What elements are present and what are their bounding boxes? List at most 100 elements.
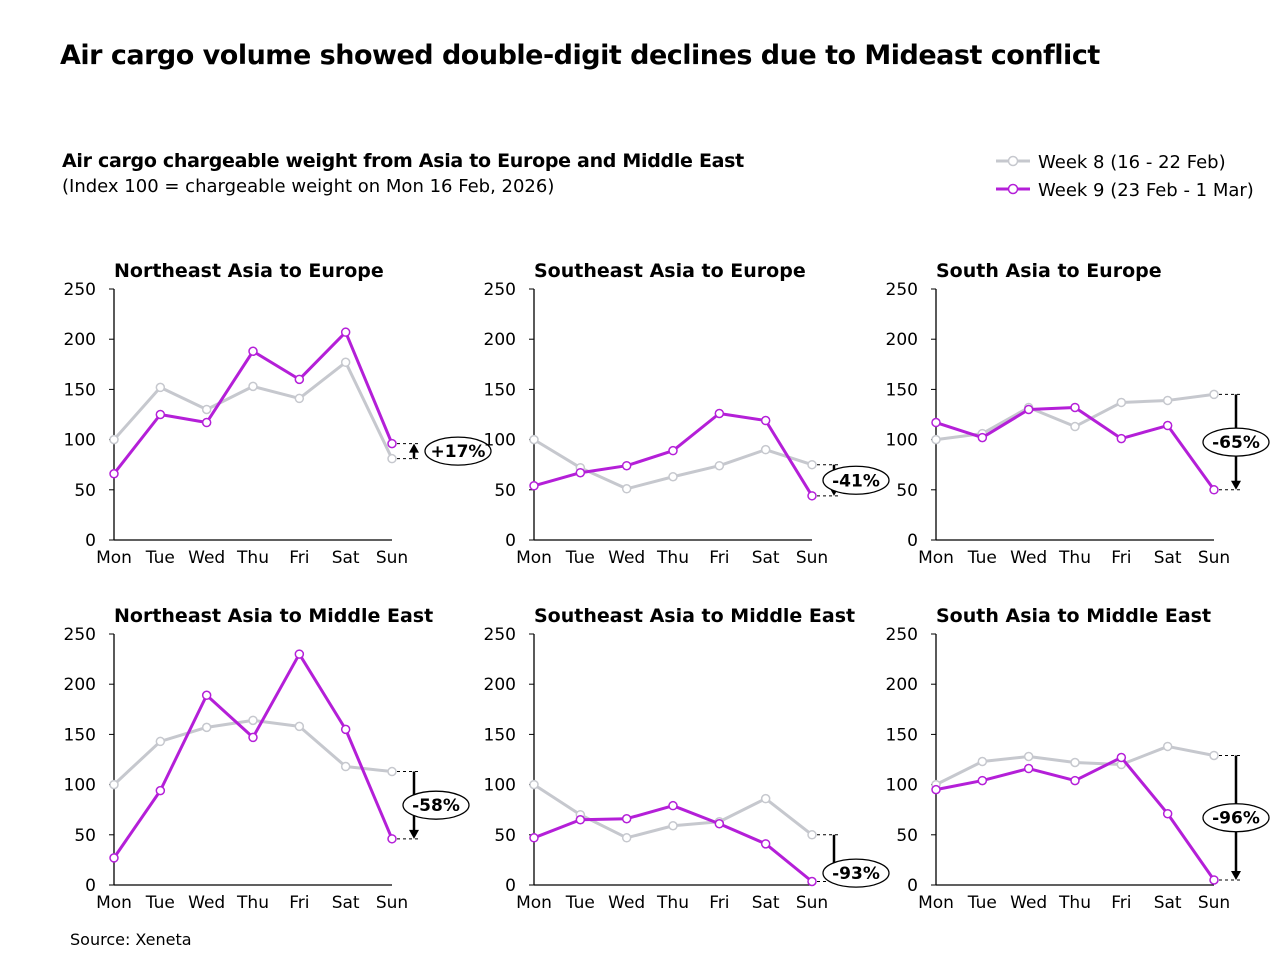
x-tick-label: Sat xyxy=(752,893,780,913)
data-point xyxy=(1162,395,1173,406)
data-point xyxy=(1209,485,1219,495)
data-point xyxy=(760,415,771,426)
x-tick-label: Wed xyxy=(1010,893,1047,913)
x-tick-label: Tue xyxy=(145,893,175,913)
annotation-arrow-head xyxy=(1231,480,1241,490)
x-tick-label: Tue xyxy=(967,548,997,568)
x-tick-label: Sun xyxy=(376,893,408,913)
x-tick-label: Thu xyxy=(656,548,689,568)
x-tick-label: Sun xyxy=(1198,548,1230,568)
data-point xyxy=(340,327,351,337)
x-tick-label: Mon xyxy=(516,893,552,913)
x-tick-label: Thu xyxy=(236,893,269,913)
data-point xyxy=(977,432,988,443)
data-point xyxy=(294,649,305,659)
data-point xyxy=(248,715,258,726)
data-point xyxy=(109,779,119,790)
x-tick-label: Wed xyxy=(1010,548,1047,568)
y-tick-label: 0 xyxy=(907,876,918,896)
x-tick-label: Sat xyxy=(752,548,780,568)
panel: South Asia to Middle East 0 50 100 150 200 250… xyxy=(886,605,1270,913)
y-tick-label: 0 xyxy=(85,531,96,551)
panel-title: South Asia to Europe xyxy=(936,260,1162,282)
x-tick-label: Mon xyxy=(516,548,552,568)
data-point xyxy=(340,357,351,368)
x-tick-label: Thu xyxy=(1058,548,1091,568)
data-point xyxy=(807,876,817,887)
data-point xyxy=(529,434,539,445)
data-point xyxy=(340,724,351,735)
data-point xyxy=(109,434,119,445)
y-tick-label: 200 xyxy=(64,675,96,695)
data-point xyxy=(621,833,632,843)
data-point xyxy=(977,775,988,786)
annotation-label: -96% xyxy=(1212,809,1260,829)
panel: Northeast Asia to Middle East 0 50 100 150 20… xyxy=(64,605,470,913)
annotation-bubble xyxy=(822,858,890,888)
x-tick-label: Tue xyxy=(145,548,175,568)
data-point xyxy=(294,721,305,732)
x-tick-label: Thu xyxy=(1058,893,1091,913)
data-point xyxy=(529,481,539,491)
x-tick-label: Sat xyxy=(1154,893,1182,913)
x-tick-label: Fri xyxy=(289,548,309,568)
panel-title: Southeast Asia to Europe xyxy=(534,260,806,282)
y-tick-label: 150 xyxy=(64,380,96,400)
data-point xyxy=(387,834,397,844)
data-point xyxy=(529,779,539,790)
x-tick-label: Thu xyxy=(236,548,269,568)
panel-title: South Asia to Middle East xyxy=(936,605,1211,627)
annotation-label: +17% xyxy=(431,442,486,462)
panel: Southeast Asia to Middle East 0 50 100 150 20… xyxy=(484,605,890,913)
data-point xyxy=(201,690,212,700)
panel-title: Northeast Asia to Europe xyxy=(114,260,384,282)
data-point xyxy=(387,453,397,464)
data-point xyxy=(1023,404,1034,415)
x-tick-label: Fri xyxy=(709,548,729,568)
legend-marker xyxy=(1007,155,1019,167)
y-tick-label: 200 xyxy=(484,330,516,350)
data-point xyxy=(155,409,166,420)
y-tick-label: 200 xyxy=(484,675,516,695)
data-point xyxy=(109,468,119,479)
x-tick-label: Fri xyxy=(1111,548,1131,568)
y-tick-label: 150 xyxy=(886,380,918,400)
data-point xyxy=(714,819,725,829)
data-point xyxy=(109,853,119,863)
x-tick-label: Sun xyxy=(1198,893,1230,913)
series-line-week9 xyxy=(935,405,1216,491)
y-tick-label: 100 xyxy=(484,776,516,796)
legend-item: Week 9 (23 Feb - 1 Mar) xyxy=(996,180,1254,201)
data-point xyxy=(621,484,632,494)
x-tick-label: Sun xyxy=(796,893,828,913)
data-point xyxy=(1070,775,1080,786)
data-point xyxy=(621,460,632,471)
y-tick-label: 200 xyxy=(64,330,96,350)
data-point xyxy=(201,722,212,733)
y-tick-label: 250 xyxy=(886,280,918,300)
x-tick-label: Sat xyxy=(1154,548,1182,568)
annotation-bubble xyxy=(1202,427,1270,457)
data-point xyxy=(1070,421,1080,432)
main-title: Air cargo volume showed double-digit dec… xyxy=(60,40,1100,71)
panel-title: Northeast Asia to Middle East xyxy=(114,605,433,627)
data-point xyxy=(1070,402,1080,413)
data-point xyxy=(1023,751,1034,762)
data-point xyxy=(1070,757,1080,768)
legend-label: Week 8 (16 - 22 Feb) xyxy=(1038,152,1226,173)
data-point xyxy=(155,785,166,796)
x-tick-label: Thu xyxy=(656,893,689,913)
data-point xyxy=(294,374,305,385)
x-tick-label: Wed xyxy=(188,548,225,568)
annotation-label: -41% xyxy=(832,471,880,491)
series-line-week9 xyxy=(112,652,394,859)
annotation-bubble xyxy=(424,436,492,466)
x-tick-label: Tue xyxy=(565,548,595,568)
x-tick-label: Sat xyxy=(332,548,360,568)
y-tick-label: 50 xyxy=(494,826,516,846)
data-point xyxy=(1209,389,1219,400)
series-line-week8 xyxy=(112,360,394,460)
y-tick-label: 150 xyxy=(886,725,918,745)
x-tick-label: Wed xyxy=(608,893,645,913)
